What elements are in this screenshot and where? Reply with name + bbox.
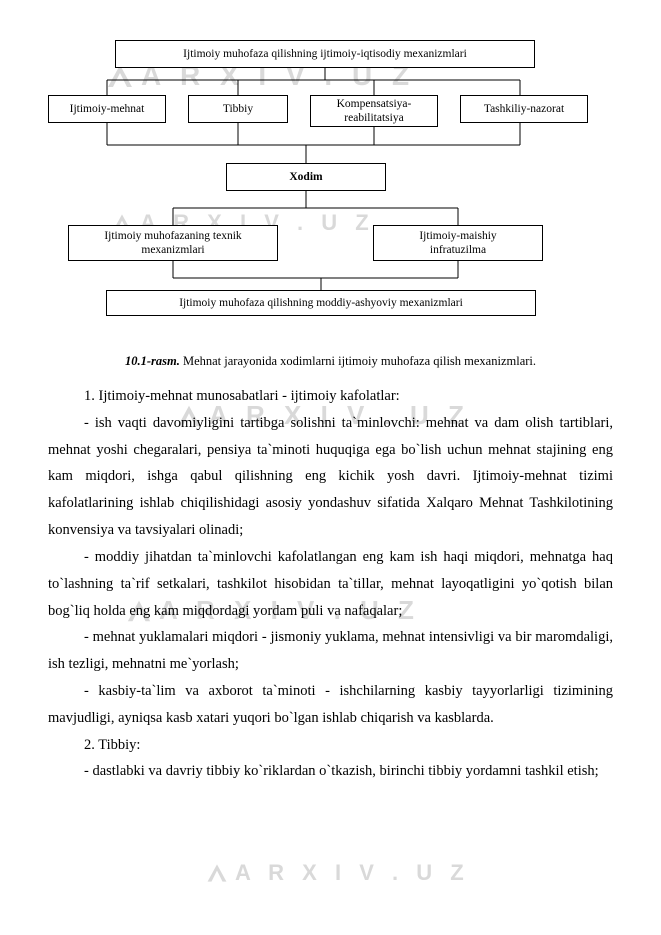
box-bottom: Ijtimoiy muhofaza qilishning moddiy-ashy… bbox=[106, 290, 536, 316]
box-tibbiy: Tibbiy bbox=[188, 95, 288, 123]
paragraph-5: - dastlabki va davriy tibbiy ko`riklarda… bbox=[48, 758, 613, 785]
box-label: Xodim bbox=[289, 170, 322, 184]
item-2-heading: 2. Tibbiy: bbox=[48, 732, 613, 759]
paragraph-4: - kasbiy-ta`lim va axborot ta`minoti - i… bbox=[48, 678, 613, 732]
box-maishiy: Ijtimoiy-maishiy infratuzilma bbox=[373, 225, 543, 261]
box-label: Tashkiliy-nazorat bbox=[484, 102, 564, 116]
figure-number: 10.1-rasm. bbox=[125, 354, 180, 368]
figure-caption-text: Mehnat jarayonida xodimlarni ijtimoiy mu… bbox=[180, 354, 536, 368]
box-tashkiliy: Tashkiliy-nazorat bbox=[460, 95, 588, 123]
paragraph-2: - moddiy jihatdan ta`minlovchi kafolatla… bbox=[48, 544, 613, 624]
box-label: Ijtimoiy muhofaza qilishning moddiy-ashy… bbox=[179, 296, 463, 310]
item-1-heading: 1. Ijtimoiy-mehnat munosabatlari - ijtim… bbox=[48, 383, 613, 410]
box-label: Kompensatsiya- reabilitatsiya bbox=[337, 97, 412, 126]
box-top: Ijtimoiy muhofaza qilishning ijtimoiy-iq… bbox=[115, 40, 535, 68]
paragraph-3: - mehnat yuklamalari miqdori - jismoniy … bbox=[48, 624, 613, 678]
paragraph-1: - ish vaqti davomiyligini tartibga solis… bbox=[48, 410, 613, 544]
box-ijtimoiy-mehnat: Ijtimoiy-mehnat bbox=[48, 95, 166, 123]
box-kompensatsiya: Kompensatsiya- reabilitatsiya bbox=[310, 95, 438, 127]
mechanism-diagram: Ijtimoiy muhofaza qilishning ijtimoiy-iq… bbox=[48, 40, 613, 350]
box-label: Ijtimoiy-maishiy infratuzilma bbox=[419, 229, 496, 258]
box-top-label: Ijtimoiy muhofaza qilishning ijtimoiy-iq… bbox=[183, 47, 467, 61]
watermark-text: A R X I V . U Z bbox=[235, 860, 470, 886]
box-label: Ijtimoiy muhofazaning texnik mexanizmlar… bbox=[104, 229, 241, 258]
body-text: 1. Ijtimoiy-mehnat munosabatlari - ijtim… bbox=[48, 383, 613, 785]
box-label: Ijtimoiy-mehnat bbox=[70, 102, 145, 116]
box-xodim: Xodim bbox=[226, 163, 386, 191]
figure-caption: 10.1-rasm. Mehnat jarayonida xodimlarni … bbox=[48, 354, 613, 369]
box-label: Tibbiy bbox=[223, 102, 253, 116]
page: Ijtimoiy muhofaza qilishning ijtimoiy-iq… bbox=[0, 0, 661, 845]
box-texnik: Ijtimoiy muhofazaning texnik mexanizmlar… bbox=[68, 225, 278, 261]
watermark-5: A R X I V . U Z bbox=[205, 860, 470, 886]
